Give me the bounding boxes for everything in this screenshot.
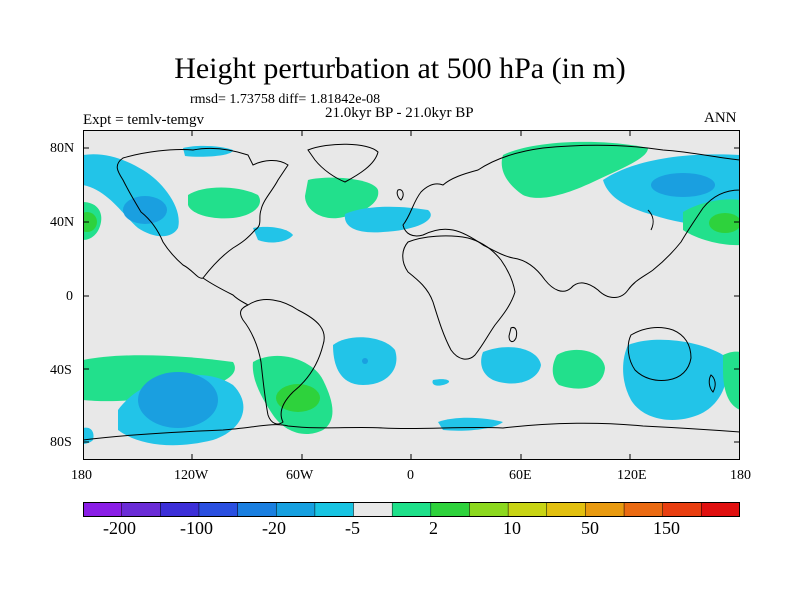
- colorbar-cell: [391, 502, 432, 517]
- anomaly-negative-west-atlantic: [253, 226, 293, 243]
- lon-label-180e: 180: [730, 468, 751, 483]
- lon-label-0: 0: [407, 468, 414, 483]
- anomaly-positive-siberia: [501, 141, 648, 198]
- japan-coast: [647, 209, 654, 231]
- lat-label-40s: 40S: [50, 363, 72, 378]
- colorbar-label-150: 150: [653, 518, 680, 538]
- australia-coast: [627, 327, 692, 381]
- figure-title: Height perturbation at 500 hPa (in m): [174, 52, 626, 85]
- anomaly-negative-australia: [623, 339, 727, 420]
- madagascar-coast: [508, 327, 518, 343]
- anomaly-core-nw-pacific: [709, 213, 740, 233]
- colorbar-label-neg20: -20: [262, 518, 286, 538]
- anomaly-positive-sindian: [552, 349, 605, 389]
- lon-label-120e: 120E: [617, 468, 647, 483]
- anomaly-core-npacific: [123, 196, 167, 224]
- colorbar-frame: [83, 502, 740, 517]
- lon-label-60e: 60E: [509, 468, 532, 483]
- anomaly-core-npacific-east: [651, 173, 715, 197]
- map-plot: [83, 130, 740, 460]
- lat-label-80n: 80N: [50, 141, 75, 156]
- anomaly-negative-central-atlantic: [344, 206, 431, 233]
- colorbar-label-2: 2: [429, 518, 438, 538]
- anomaly-core-west-edge: [83, 212, 97, 232]
- antarctica-coast: [83, 422, 740, 441]
- colorbar-cell: [121, 502, 162, 517]
- lat-label-80s: 80S: [50, 435, 72, 450]
- colorbar-cell: [160, 502, 200, 517]
- africa-coast: [402, 235, 516, 360]
- anomaly-negative-sindian: [481, 347, 541, 384]
- anomaly-core-samerica: [276, 384, 320, 412]
- anomaly-core-south-atlantic: [362, 358, 368, 364]
- anomaly-positive-natlantic: [305, 177, 379, 219]
- colorbar-label-neg200: -200: [103, 518, 136, 538]
- anomaly-positive-namerica: [188, 187, 261, 219]
- anomaly-positive-east-edge-south: [723, 351, 740, 410]
- new-zealand-coast: [708, 374, 716, 393]
- anomaly-core-spacific: [138, 372, 218, 428]
- colorbar-cell: [237, 502, 277, 517]
- anomaly-negative-small-atlantic: [432, 379, 450, 386]
- colorbar-cell: [585, 502, 625, 517]
- colorbar-label-neg5: -5: [345, 518, 360, 538]
- colorbar-cell: [430, 502, 471, 517]
- stats-text: rmsd= 1.73758 diff= 1.81842e-08: [190, 92, 381, 107]
- colorbar-cell: [469, 502, 509, 517]
- colorbar-label-50: 50: [581, 518, 599, 538]
- colorbar-cell: [198, 502, 239, 517]
- colorbar-cell: [507, 502, 548, 517]
- season-label: ANN: [704, 110, 737, 126]
- uk-coast: [396, 189, 404, 201]
- south-america-coast: [240, 299, 325, 425]
- colorbar-cell: [623, 502, 664, 517]
- colorbar-cell: [314, 502, 355, 517]
- lat-label-equator: 0: [66, 289, 73, 304]
- eurasia-coast: [402, 144, 740, 298]
- lon-label-60w: 60W: [286, 468, 314, 483]
- colorbar-label-10: 10: [503, 518, 521, 538]
- central-america-coast: [202, 277, 249, 306]
- lat-label-40n: 40N: [50, 215, 75, 230]
- experiment-label: Expt = temlv-temgv: [83, 112, 204, 128]
- colorbar: [83, 502, 740, 517]
- colorbar-cell: [701, 502, 740, 517]
- north-america-coast: [116, 147, 289, 279]
- colorbar-cell: [275, 502, 316, 517]
- colorbar-cell: [546, 502, 587, 517]
- colorbar-cell: [662, 502, 703, 517]
- axis-ticks: [83, 130, 740, 460]
- coastlines: [83, 143, 740, 441]
- colorbar-cell: [353, 502, 393, 517]
- colorbar-cell: [83, 502, 123, 517]
- colorbar-label-neg100: -100: [180, 518, 213, 538]
- lon-label-180w: 180: [71, 468, 92, 483]
- greenland-coast: [307, 143, 379, 183]
- period-label: 21.0kyr BP - 21.0kyr BP: [325, 105, 474, 121]
- lon-label-120w: 120W: [174, 468, 209, 483]
